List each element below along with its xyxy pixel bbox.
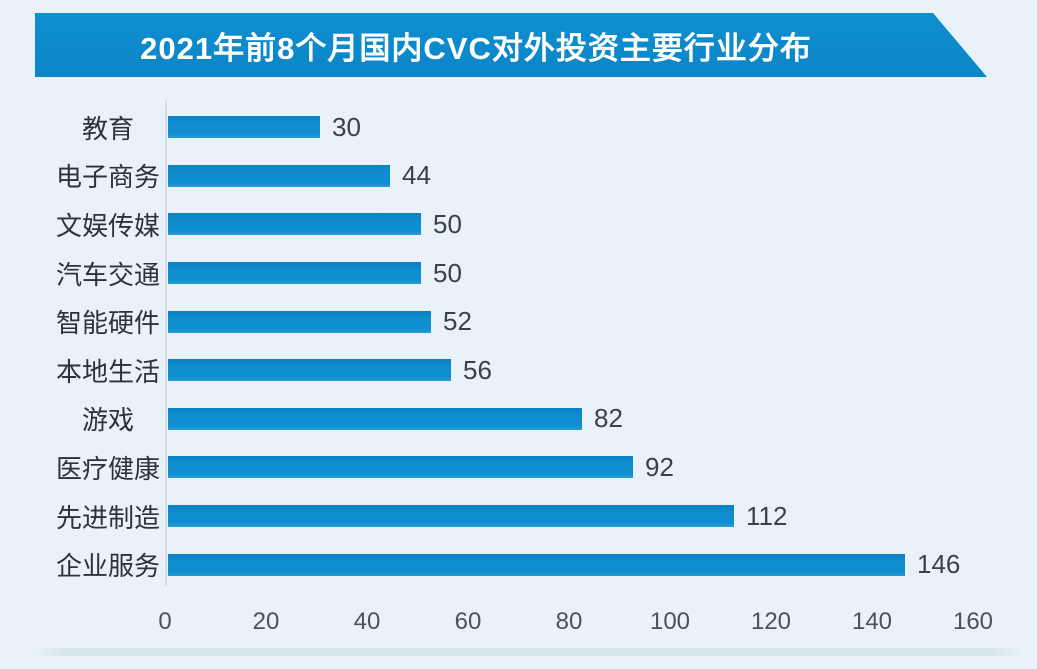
value-label: 56 xyxy=(463,354,492,385)
category-label: 电子商务 xyxy=(55,162,160,193)
bar xyxy=(168,359,451,382)
bar xyxy=(168,116,320,139)
x-tick-label: 140 xyxy=(851,608,893,635)
category-label: 智能硬件 xyxy=(55,308,160,339)
category-label: 教育 xyxy=(81,113,134,144)
category-label: 本地生活 xyxy=(55,356,160,387)
bar xyxy=(168,553,905,576)
bar-row: 电子商务 44 xyxy=(0,152,1037,201)
bar xyxy=(168,456,633,479)
category-label: 文娱传媒 xyxy=(55,210,160,241)
bar xyxy=(168,213,421,236)
value-label: 52 xyxy=(443,306,472,337)
bar xyxy=(168,164,390,187)
value-label: 112 xyxy=(746,500,788,531)
category-label: 游戏 xyxy=(81,405,134,436)
value-label: 50 xyxy=(433,257,462,288)
x-tick-label: 80 xyxy=(555,608,583,635)
bar-row: 本地生活 56 xyxy=(0,346,1037,395)
x-tick-label: 20 xyxy=(252,608,280,635)
bar-row: 医疗健康 92 xyxy=(0,443,1037,492)
bottom-divider xyxy=(30,648,1025,656)
x-tick-label: 120 xyxy=(750,608,792,635)
category-label: 企业服务 xyxy=(55,551,160,582)
title-banner: 2021年前8个月国内CVC对外投资主要行业分布 xyxy=(35,13,987,77)
x-tick-label: 40 xyxy=(353,608,381,635)
bar-row: 汽车交通 50 xyxy=(0,249,1037,298)
x-tick-label: 60 xyxy=(454,608,482,635)
value-label: 50 xyxy=(433,208,462,239)
x-tick-label: 160 xyxy=(952,608,994,635)
bar-row: 企业服务 146 xyxy=(0,540,1037,589)
bar-chart: 教育 30 电子商务 44 文娱传媒 50 汽车交通 50 智能硬件 52 本地生活 56 游戏 82 医疗… xyxy=(0,103,1037,589)
value-label: 44 xyxy=(402,160,431,191)
x-axis: 0 20 40 60 80 100 120 140 160 xyxy=(0,608,1037,640)
bar-row: 教育 30 xyxy=(0,103,1037,152)
value-label: 92 xyxy=(645,451,674,482)
category-label: 先进制造 xyxy=(55,502,160,533)
bar xyxy=(168,505,734,528)
bar-row: 文娱传媒 50 xyxy=(0,200,1037,249)
bar-row: 智能硬件 52 xyxy=(0,297,1037,346)
value-label: 82 xyxy=(594,403,623,434)
category-label: 医疗健康 xyxy=(55,453,160,484)
value-label: 146 xyxy=(917,549,961,580)
y-axis-line xyxy=(165,100,167,586)
x-tick-label: 0 xyxy=(158,608,172,635)
bar xyxy=(168,407,582,430)
bar xyxy=(168,310,431,333)
bar-row: 先进制造 112 xyxy=(0,492,1037,541)
chart-title: 2021年前8个月国内CVC对外投资主要行业分布 xyxy=(140,30,812,66)
category-label: 汽车交通 xyxy=(55,259,160,290)
value-label: 30 xyxy=(332,111,361,142)
bar xyxy=(168,262,421,285)
bar-row: 游戏 82 xyxy=(0,395,1037,444)
x-tick-label: 100 xyxy=(649,608,691,635)
